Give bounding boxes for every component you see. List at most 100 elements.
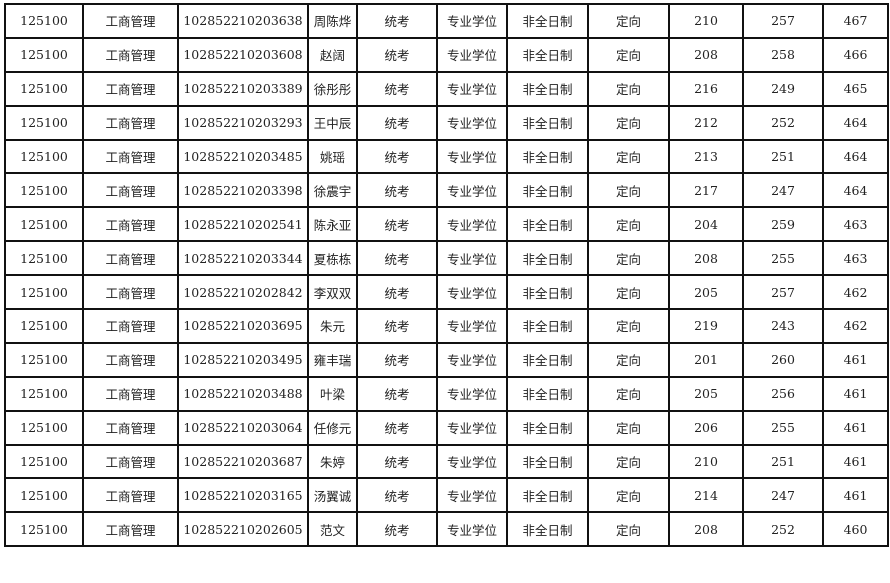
orientation-cell: 定向: [587, 36, 670, 73]
major-name-cell: 工商管理: [82, 274, 179, 311]
table-row: 125100 工商管理 102852210203344 夏栋栋 统考 专业学位 非全日制 定向…: [4, 240, 889, 277]
degree-type-cell: 专业学位: [436, 409, 508, 446]
score-b-cell: 249: [742, 70, 824, 107]
major-code-cell: 125100: [4, 138, 84, 175]
score-a-cell: 214: [668, 477, 744, 514]
score-a-cell: 208: [668, 36, 744, 73]
score-a-cell: 204: [668, 206, 744, 243]
major-name-cell: 工商管理: [82, 3, 179, 39]
total-score-cell: 465: [822, 70, 889, 107]
study-mode-cell: 非全日制: [506, 375, 589, 412]
study-mode-cell: 非全日制: [506, 409, 589, 446]
exam-type-cell: 统考: [356, 274, 438, 311]
name-cell: 范文: [307, 511, 358, 548]
table-row: 125100 工商管理 102852210203608 赵阔 统考 专业学位 非全日制 定向 2…: [4, 36, 889, 73]
orientation-cell: 定向: [587, 511, 670, 548]
major-name-cell: 工商管理: [82, 375, 179, 412]
candidate-id-cell: 102852210203398: [177, 172, 309, 209]
score-a-cell: 216: [668, 70, 744, 107]
score-b-cell: 247: [742, 477, 824, 514]
degree-type-cell: 专业学位: [436, 36, 508, 73]
score-b-cell: 252: [742, 511, 824, 548]
score-a-cell: 212: [668, 104, 744, 141]
major-code-cell: 125100: [4, 36, 84, 73]
major-code-cell: 125100: [4, 511, 84, 548]
major-name-cell: 工商管理: [82, 511, 179, 548]
table-row: 125100 工商管理 102852210202842 李双双 统考 专业学位 非全日制 定向…: [4, 274, 889, 311]
candidate-id-cell: 102852210203495: [177, 341, 309, 378]
total-score-cell: 464: [822, 104, 889, 141]
name-cell: 姚瑶: [307, 138, 358, 175]
exam-type-cell: 统考: [356, 36, 438, 73]
table-row: 125100 工商管理 102852210203389 徐彤彤 统考 专业学位 非全日制 定向…: [4, 70, 889, 107]
orientation-cell: 定向: [587, 3, 670, 39]
table-row: 125100 工商管理 102852210203165 汤翼诚 统考 专业学位 非全日制 定向…: [4, 477, 889, 514]
candidate-id-cell: 102852210203165: [177, 477, 309, 514]
score-a-cell: 208: [668, 240, 744, 277]
score-b-cell: 255: [742, 409, 824, 446]
table-row: 125100 工商管理 102852210203064 任修元 统考 专业学位 非全日制 定向…: [4, 409, 889, 446]
degree-type-cell: 专业学位: [436, 341, 508, 378]
major-code-cell: 125100: [4, 477, 84, 514]
total-score-cell: 461: [822, 443, 889, 480]
score-b-cell: 256: [742, 375, 824, 412]
name-cell: 朱元: [307, 308, 358, 344]
table-row: 125100 工商管理 102852210203488 叶梁 统考 专业学位 非全日制 定向 2…: [4, 375, 889, 412]
table-body: 125100 工商管理 102852210203638 周陈烨 统考 专业学位 非全日制 定向…: [4, 3, 889, 548]
score-a-cell: 213: [668, 138, 744, 175]
total-score-cell: 464: [822, 138, 889, 175]
total-score-cell: 461: [822, 341, 889, 378]
study-mode-cell: 非全日制: [506, 138, 589, 175]
exam-type-cell: 统考: [356, 511, 438, 548]
degree-type-cell: 专业学位: [436, 477, 508, 514]
major-name-cell: 工商管理: [82, 104, 179, 141]
major-name-cell: 工商管理: [82, 409, 179, 446]
total-score-cell: 463: [822, 240, 889, 277]
degree-type-cell: 专业学位: [436, 274, 508, 311]
major-code-cell: 125100: [4, 206, 84, 243]
total-score-cell: 461: [822, 375, 889, 412]
exam-type-cell: 统考: [356, 375, 438, 412]
major-name-cell: 工商管理: [82, 138, 179, 175]
total-score-cell: 463: [822, 206, 889, 243]
study-mode-cell: 非全日制: [506, 308, 589, 344]
study-mode-cell: 非全日制: [506, 443, 589, 480]
name-cell: 汤翼诚: [307, 477, 358, 514]
table-row: 125100 工商管理 102852210203398 徐震宇 统考 专业学位 非全日制 定向…: [4, 172, 889, 209]
candidate-id-cell: 102852210203064: [177, 409, 309, 446]
major-code-cell: 125100: [4, 70, 84, 107]
candidate-id-cell: 102852210202842: [177, 274, 309, 311]
major-code-cell: 125100: [4, 240, 84, 277]
table-row: 125100 工商管理 102852210202605 范文 统考 专业学位 非全日制 定向 2…: [4, 511, 889, 548]
score-b-cell: 251: [742, 443, 824, 480]
candidate-id-cell: 102852210203344: [177, 240, 309, 277]
name-cell: 任修元: [307, 409, 358, 446]
study-mode-cell: 非全日制: [506, 104, 589, 141]
study-mode-cell: 非全日制: [506, 70, 589, 107]
degree-type-cell: 专业学位: [436, 443, 508, 480]
table-row: 125100 工商管理 102852210203695 朱元 统考 专业学位 非全日制 定向 2…: [4, 308, 889, 344]
orientation-cell: 定向: [587, 443, 670, 480]
major-name-cell: 工商管理: [82, 240, 179, 277]
candidate-id-cell: 102852210203687: [177, 443, 309, 480]
study-mode-cell: 非全日制: [506, 511, 589, 548]
total-score-cell: 461: [822, 409, 889, 446]
score-a-cell: 205: [668, 274, 744, 311]
exam-type-cell: 统考: [356, 70, 438, 107]
study-mode-cell: 非全日制: [506, 240, 589, 277]
orientation-cell: 定向: [587, 409, 670, 446]
name-cell: 赵阔: [307, 36, 358, 73]
major-name-cell: 工商管理: [82, 206, 179, 243]
table-row: 125100 工商管理 102852210203293 王中辰 统考 专业学位 非全日制 定向…: [4, 104, 889, 141]
candidate-id-cell: 102852210203485: [177, 138, 309, 175]
orientation-cell: 定向: [587, 138, 670, 175]
degree-type-cell: 专业学位: [436, 375, 508, 412]
name-cell: 李双双: [307, 274, 358, 311]
exam-type-cell: 统考: [356, 477, 438, 514]
table-row: 125100 工商管理 102852210202541 陈永亚 统考 专业学位 非全日制 定向…: [4, 206, 889, 243]
exam-type-cell: 统考: [356, 138, 438, 175]
degree-type-cell: 专业学位: [436, 511, 508, 548]
exam-type-cell: 统考: [356, 308, 438, 344]
degree-type-cell: 专业学位: [436, 3, 508, 39]
major-code-cell: 125100: [4, 274, 84, 311]
